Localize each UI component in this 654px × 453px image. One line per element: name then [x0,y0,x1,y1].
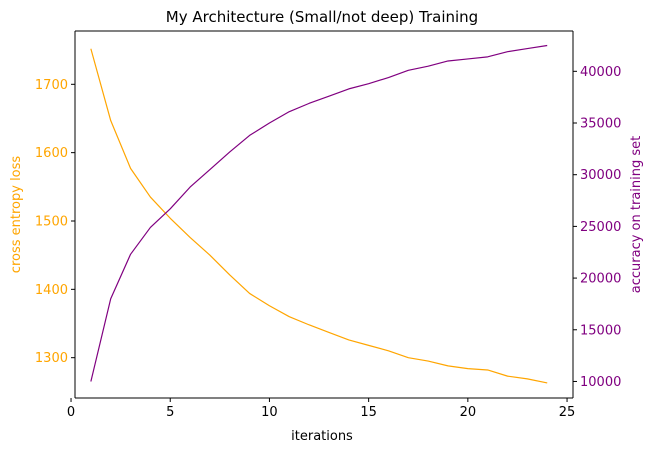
accuracy-series-line [90,44,548,382]
right-tick-label: 30000 [580,168,621,183]
x-tick-label: 20 [460,405,477,420]
right-tick-label: 10000 [580,375,621,390]
x-tick-label: 0 [67,405,75,420]
left-tick-label: 1700 [35,78,68,93]
left-tick-label: 1500 [35,214,68,229]
x-tick-label: 15 [360,405,377,420]
left-axis-label: cross entropy loss [9,156,24,274]
plot-area: 0 5 10 15 20 25 1300 1400 1500 1600 1700 10000 15000… [35,30,621,420]
chart-title: My Architecture (Small/not deep) Trainin… [166,8,478,26]
x-tick-label: 10 [261,405,278,420]
x-axis-label: iterations [291,429,353,444]
loss-series-line [90,48,548,384]
left-tick-label: 1300 [35,351,68,366]
right-tick-label: 20000 [580,272,621,287]
x-tick-label: 5 [166,405,174,420]
right-tick-label: 15000 [580,323,621,338]
right-axis-label: accuracy on training set [629,136,644,293]
x-tick-label: 25 [559,405,576,420]
right-tick-label: 25000 [580,220,621,235]
right-tick-label: 40000 [580,65,621,80]
left-tick-label: 1400 [35,283,68,298]
right-tick-label: 35000 [580,117,621,132]
left-tick-label: 1600 [35,146,68,161]
